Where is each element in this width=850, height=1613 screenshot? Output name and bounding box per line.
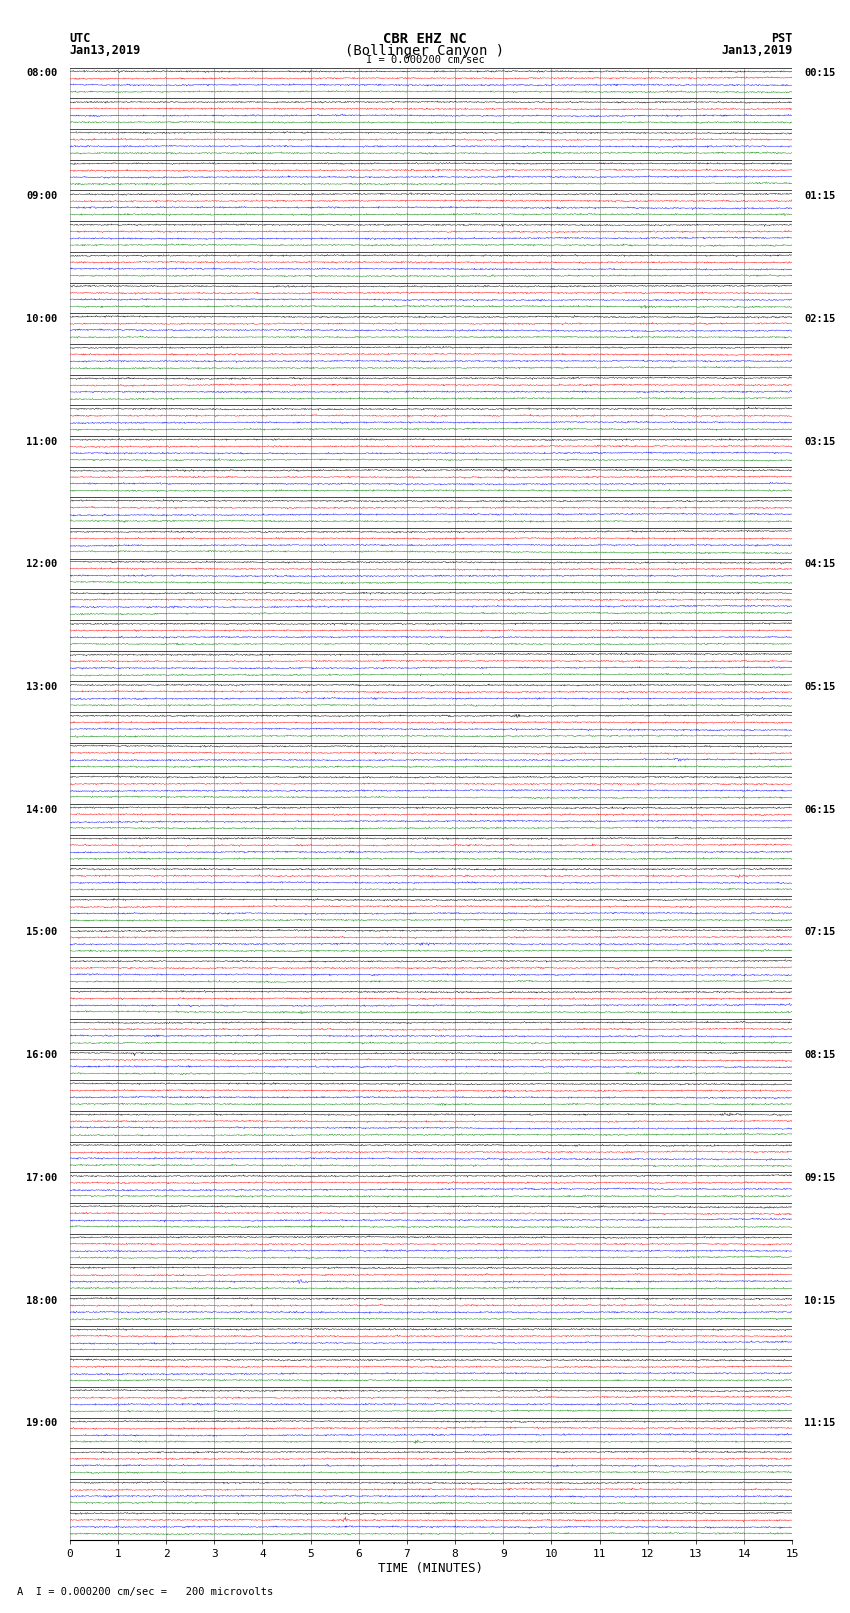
Text: 18:00: 18:00	[26, 1295, 58, 1305]
Text: A  I = 0.000200 cm/sec =   200 microvolts: A I = 0.000200 cm/sec = 200 microvolts	[17, 1587, 273, 1597]
Text: 10:00: 10:00	[26, 315, 58, 324]
Text: Jan13,2019: Jan13,2019	[70, 44, 141, 56]
Text: 08:00: 08:00	[26, 68, 58, 79]
Text: 16:00: 16:00	[26, 1050, 58, 1060]
Text: 09:00: 09:00	[26, 190, 58, 202]
Text: 00:15: 00:15	[804, 68, 836, 79]
Text: 11:00: 11:00	[26, 437, 58, 447]
Text: 11:15: 11:15	[804, 1418, 836, 1428]
Text: CBR EHZ NC: CBR EHZ NC	[383, 32, 467, 47]
Text: 01:15: 01:15	[804, 190, 836, 202]
Text: UTC: UTC	[70, 32, 91, 45]
Text: I = 0.000200 cm/sec: I = 0.000200 cm/sec	[366, 55, 484, 65]
Text: 15:00: 15:00	[26, 927, 58, 937]
X-axis label: TIME (MINUTES): TIME (MINUTES)	[378, 1563, 484, 1576]
Text: 14:00: 14:00	[26, 805, 58, 815]
Text: 08:15: 08:15	[804, 1050, 836, 1060]
Text: 12:00: 12:00	[26, 560, 58, 569]
Text: 05:15: 05:15	[804, 682, 836, 692]
Text: 19:00: 19:00	[26, 1418, 58, 1428]
Text: 04:15: 04:15	[804, 560, 836, 569]
Text: 17:00: 17:00	[26, 1173, 58, 1182]
Text: 13:00: 13:00	[26, 682, 58, 692]
Text: Jan13,2019: Jan13,2019	[721, 44, 792, 56]
Text: PST: PST	[771, 32, 792, 45]
Text: 10:15: 10:15	[804, 1295, 836, 1305]
Text: 07:15: 07:15	[804, 927, 836, 937]
Text: 09:15: 09:15	[804, 1173, 836, 1182]
Text: 02:15: 02:15	[804, 315, 836, 324]
Text: (Bollinger Canyon ): (Bollinger Canyon )	[345, 44, 505, 58]
Text: 06:15: 06:15	[804, 805, 836, 815]
Text: 03:15: 03:15	[804, 437, 836, 447]
